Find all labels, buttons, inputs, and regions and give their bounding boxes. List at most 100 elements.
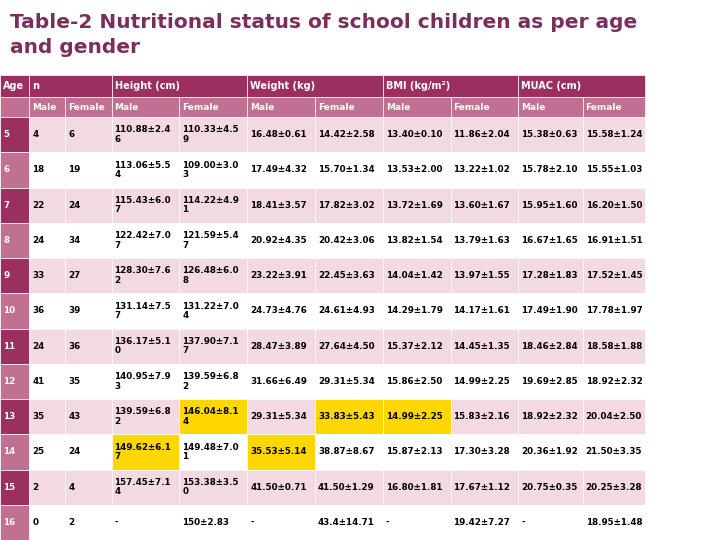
Text: 14.17±1.61: 14.17±1.61: [454, 306, 510, 315]
Bar: [247, 328, 315, 364]
Text: 13: 13: [3, 412, 15, 421]
Bar: [112, 469, 179, 505]
Text: Table-2 Nutritional status of school children as per age: Table-2 Nutritional status of school chi…: [10, 13, 637, 32]
Bar: [247, 505, 315, 540]
Text: 13.60±1.67: 13.60±1.67: [454, 201, 510, 210]
Bar: [112, 328, 179, 364]
Bar: [179, 222, 247, 258]
Bar: [451, 364, 518, 399]
Text: 41.50±1.29: 41.50±1.29: [318, 483, 374, 491]
Text: 0: 0: [32, 518, 38, 527]
Text: 13.22±1.02: 13.22±1.02: [454, 165, 510, 174]
Bar: [451, 258, 518, 293]
Text: 36: 36: [32, 306, 45, 315]
Bar: [179, 364, 247, 399]
Text: 17.30±3.28: 17.30±3.28: [454, 447, 510, 456]
Text: 13.97±1.55: 13.97±1.55: [454, 271, 510, 280]
Bar: [451, 222, 518, 258]
Bar: [383, 152, 451, 187]
Bar: [518, 258, 582, 293]
Bar: [112, 434, 179, 469]
Text: 17.49±1.90: 17.49±1.90: [521, 306, 578, 315]
Text: 149.48±7.0
1: 149.48±7.0 1: [182, 442, 239, 461]
Bar: [30, 97, 65, 117]
Bar: [518, 152, 582, 187]
Text: 14.99±2.25: 14.99±2.25: [454, 377, 510, 386]
Text: 16.80±1.81: 16.80±1.81: [386, 483, 442, 491]
Text: Weight (kg): Weight (kg): [250, 81, 315, 91]
Text: 7: 7: [3, 201, 9, 210]
Text: 6: 6: [3, 165, 9, 174]
Bar: [112, 505, 179, 540]
Bar: [179, 328, 247, 364]
Bar: [315, 293, 383, 328]
Bar: [30, 222, 65, 258]
Bar: [582, 399, 645, 434]
Text: -: -: [250, 518, 253, 527]
Text: 10: 10: [3, 306, 15, 315]
Bar: [247, 293, 315, 328]
Text: 12: 12: [3, 377, 15, 386]
Text: Female: Female: [585, 103, 622, 111]
Text: 136.17±5.1
0: 136.17±5.1 0: [114, 337, 171, 355]
Text: 43: 43: [68, 412, 81, 421]
Bar: [0, 117, 30, 152]
Bar: [30, 187, 65, 222]
Text: -: -: [386, 518, 390, 527]
Bar: [112, 399, 179, 434]
Text: 115.43±6.0
7: 115.43±6.0 7: [114, 196, 171, 214]
Bar: [518, 222, 582, 258]
Bar: [65, 469, 112, 505]
Bar: [65, 434, 112, 469]
Text: 8: 8: [3, 236, 9, 245]
Text: 18.41±3.57: 18.41±3.57: [250, 201, 307, 210]
Text: 131.22±7.0
4: 131.22±7.0 4: [182, 301, 239, 320]
Text: 140.95±7.9
3: 140.95±7.9 3: [114, 372, 171, 391]
Text: Age: Age: [3, 81, 24, 91]
Text: 24.73±4.76: 24.73±4.76: [250, 306, 307, 315]
Text: Male: Male: [521, 103, 546, 111]
Bar: [315, 469, 383, 505]
Bar: [30, 258, 65, 293]
Bar: [383, 258, 451, 293]
Bar: [247, 75, 383, 97]
Text: 15.70±1.34: 15.70±1.34: [318, 165, 374, 174]
Bar: [65, 364, 112, 399]
Bar: [179, 97, 247, 117]
Bar: [65, 505, 112, 540]
Bar: [65, 97, 112, 117]
Bar: [112, 152, 179, 187]
Bar: [582, 152, 645, 187]
Text: 15.86±2.50: 15.86±2.50: [386, 377, 442, 386]
Text: Height (cm): Height (cm): [114, 81, 179, 91]
Bar: [383, 364, 451, 399]
Text: 11: 11: [3, 342, 15, 350]
Text: 14.99±2.25: 14.99±2.25: [386, 412, 443, 421]
Bar: [315, 505, 383, 540]
Bar: [179, 152, 247, 187]
Text: 122.42±7.0
7: 122.42±7.0 7: [114, 231, 171, 249]
Bar: [582, 97, 645, 117]
Text: 131.14±7.5
7: 131.14±7.5 7: [114, 301, 171, 320]
Text: -: -: [114, 518, 118, 527]
Text: Female: Female: [454, 103, 490, 111]
Text: Female: Female: [318, 103, 354, 111]
Text: BMI (kg/m²): BMI (kg/m²): [386, 81, 450, 91]
Text: Female: Female: [182, 103, 219, 111]
Bar: [179, 505, 247, 540]
Text: MUAC (cm): MUAC (cm): [521, 81, 582, 91]
Bar: [30, 152, 65, 187]
Text: 128.30±7.6
2: 128.30±7.6 2: [114, 266, 171, 285]
Bar: [383, 328, 451, 364]
Text: 29.31±5.34: 29.31±5.34: [250, 412, 307, 421]
Bar: [247, 258, 315, 293]
Text: 18.95±1.48: 18.95±1.48: [585, 518, 642, 527]
Bar: [247, 117, 315, 152]
Text: 17.49±4.32: 17.49±4.32: [250, 165, 307, 174]
Bar: [179, 187, 247, 222]
Bar: [30, 399, 65, 434]
Text: Male: Male: [386, 103, 410, 111]
Text: 35: 35: [68, 377, 80, 386]
Bar: [0, 293, 30, 328]
Text: 15.78±2.10: 15.78±2.10: [521, 165, 578, 174]
